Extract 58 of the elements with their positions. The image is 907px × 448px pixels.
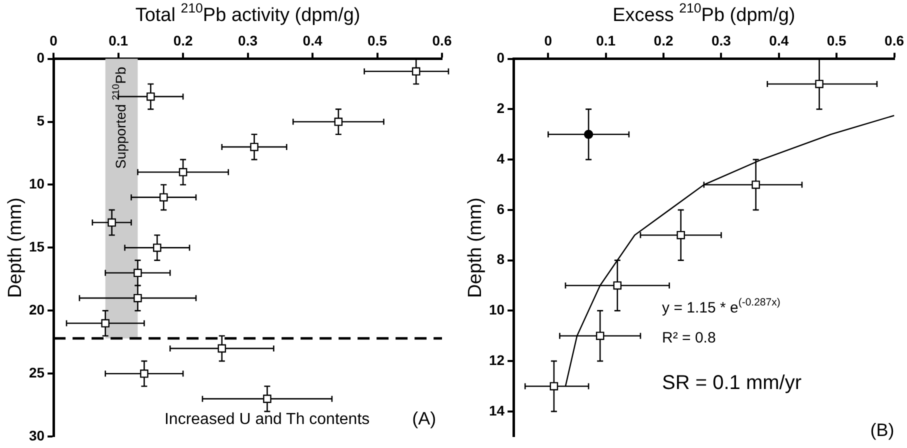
point xyxy=(178,168,188,176)
point xyxy=(613,281,622,290)
y-tick-label: 6 xyxy=(496,200,505,217)
y-tick-label: 12 xyxy=(488,352,505,368)
point xyxy=(676,230,685,240)
point xyxy=(134,294,142,302)
point xyxy=(146,92,155,101)
x-tick-label: 0 xyxy=(50,32,58,48)
y-axis-title: Depth (mm) xyxy=(465,198,486,298)
y-tick-label: 8 xyxy=(496,251,505,268)
point xyxy=(550,382,558,390)
x-tick-label: 0.2 xyxy=(173,32,193,48)
annotation: (B) xyxy=(870,420,894,440)
annotation: SR = 0.1 mm/yr xyxy=(662,372,802,394)
point xyxy=(334,118,343,126)
annotation: Increased U and Th contents xyxy=(164,411,370,428)
x-tick-label: 0.5 xyxy=(826,32,847,48)
point xyxy=(153,244,162,252)
point xyxy=(596,332,604,340)
point xyxy=(218,344,226,353)
y-axis-title: Depth (mm) xyxy=(5,198,26,298)
x-tick-label: 0.1 xyxy=(596,32,616,48)
x-tick-label: 0.3 xyxy=(711,32,732,48)
point xyxy=(159,193,168,202)
annotation: (A) xyxy=(412,408,436,429)
point xyxy=(412,67,420,76)
point xyxy=(752,180,760,189)
y-tick-label: 20 xyxy=(28,302,45,318)
point xyxy=(101,319,110,328)
x-tick-label: 0.4 xyxy=(302,32,322,48)
y-tick-label: 5 xyxy=(36,112,45,129)
x-tick-label: 0.4 xyxy=(769,32,789,48)
y-tick-label: 14 xyxy=(488,402,505,418)
y-tick-label: 4 xyxy=(496,150,505,166)
point xyxy=(815,80,824,88)
y-tick-label: 10 xyxy=(28,176,45,192)
x-tick-label: 0.1 xyxy=(108,32,128,48)
point xyxy=(250,142,258,152)
annotation: R² = 0.8 xyxy=(662,330,716,347)
x-tick-label: 0.6 xyxy=(432,32,452,48)
point xyxy=(263,394,272,403)
point xyxy=(108,218,116,227)
y-tick-label: 2 xyxy=(496,100,505,116)
y-tick-label: 0 xyxy=(36,50,45,66)
band-label: Supported 210Pb xyxy=(110,66,128,169)
y-tick-label: 15 xyxy=(28,238,45,255)
point xyxy=(584,130,594,139)
point xyxy=(140,370,148,378)
x-tick-label: 0.2 xyxy=(654,32,674,48)
x-tick-label: 0 xyxy=(544,32,552,48)
y-tick-label: 10 xyxy=(488,302,505,318)
x-tick-label: 0.3 xyxy=(238,32,258,48)
y-tick-label: 0 xyxy=(496,50,505,66)
x-tick-label: 0.6 xyxy=(884,32,904,48)
y-tick-label: 25 xyxy=(28,364,45,380)
x-tick-label: 0.5 xyxy=(368,32,388,48)
y-tick-label: 30 xyxy=(28,427,45,444)
point xyxy=(134,268,142,278)
